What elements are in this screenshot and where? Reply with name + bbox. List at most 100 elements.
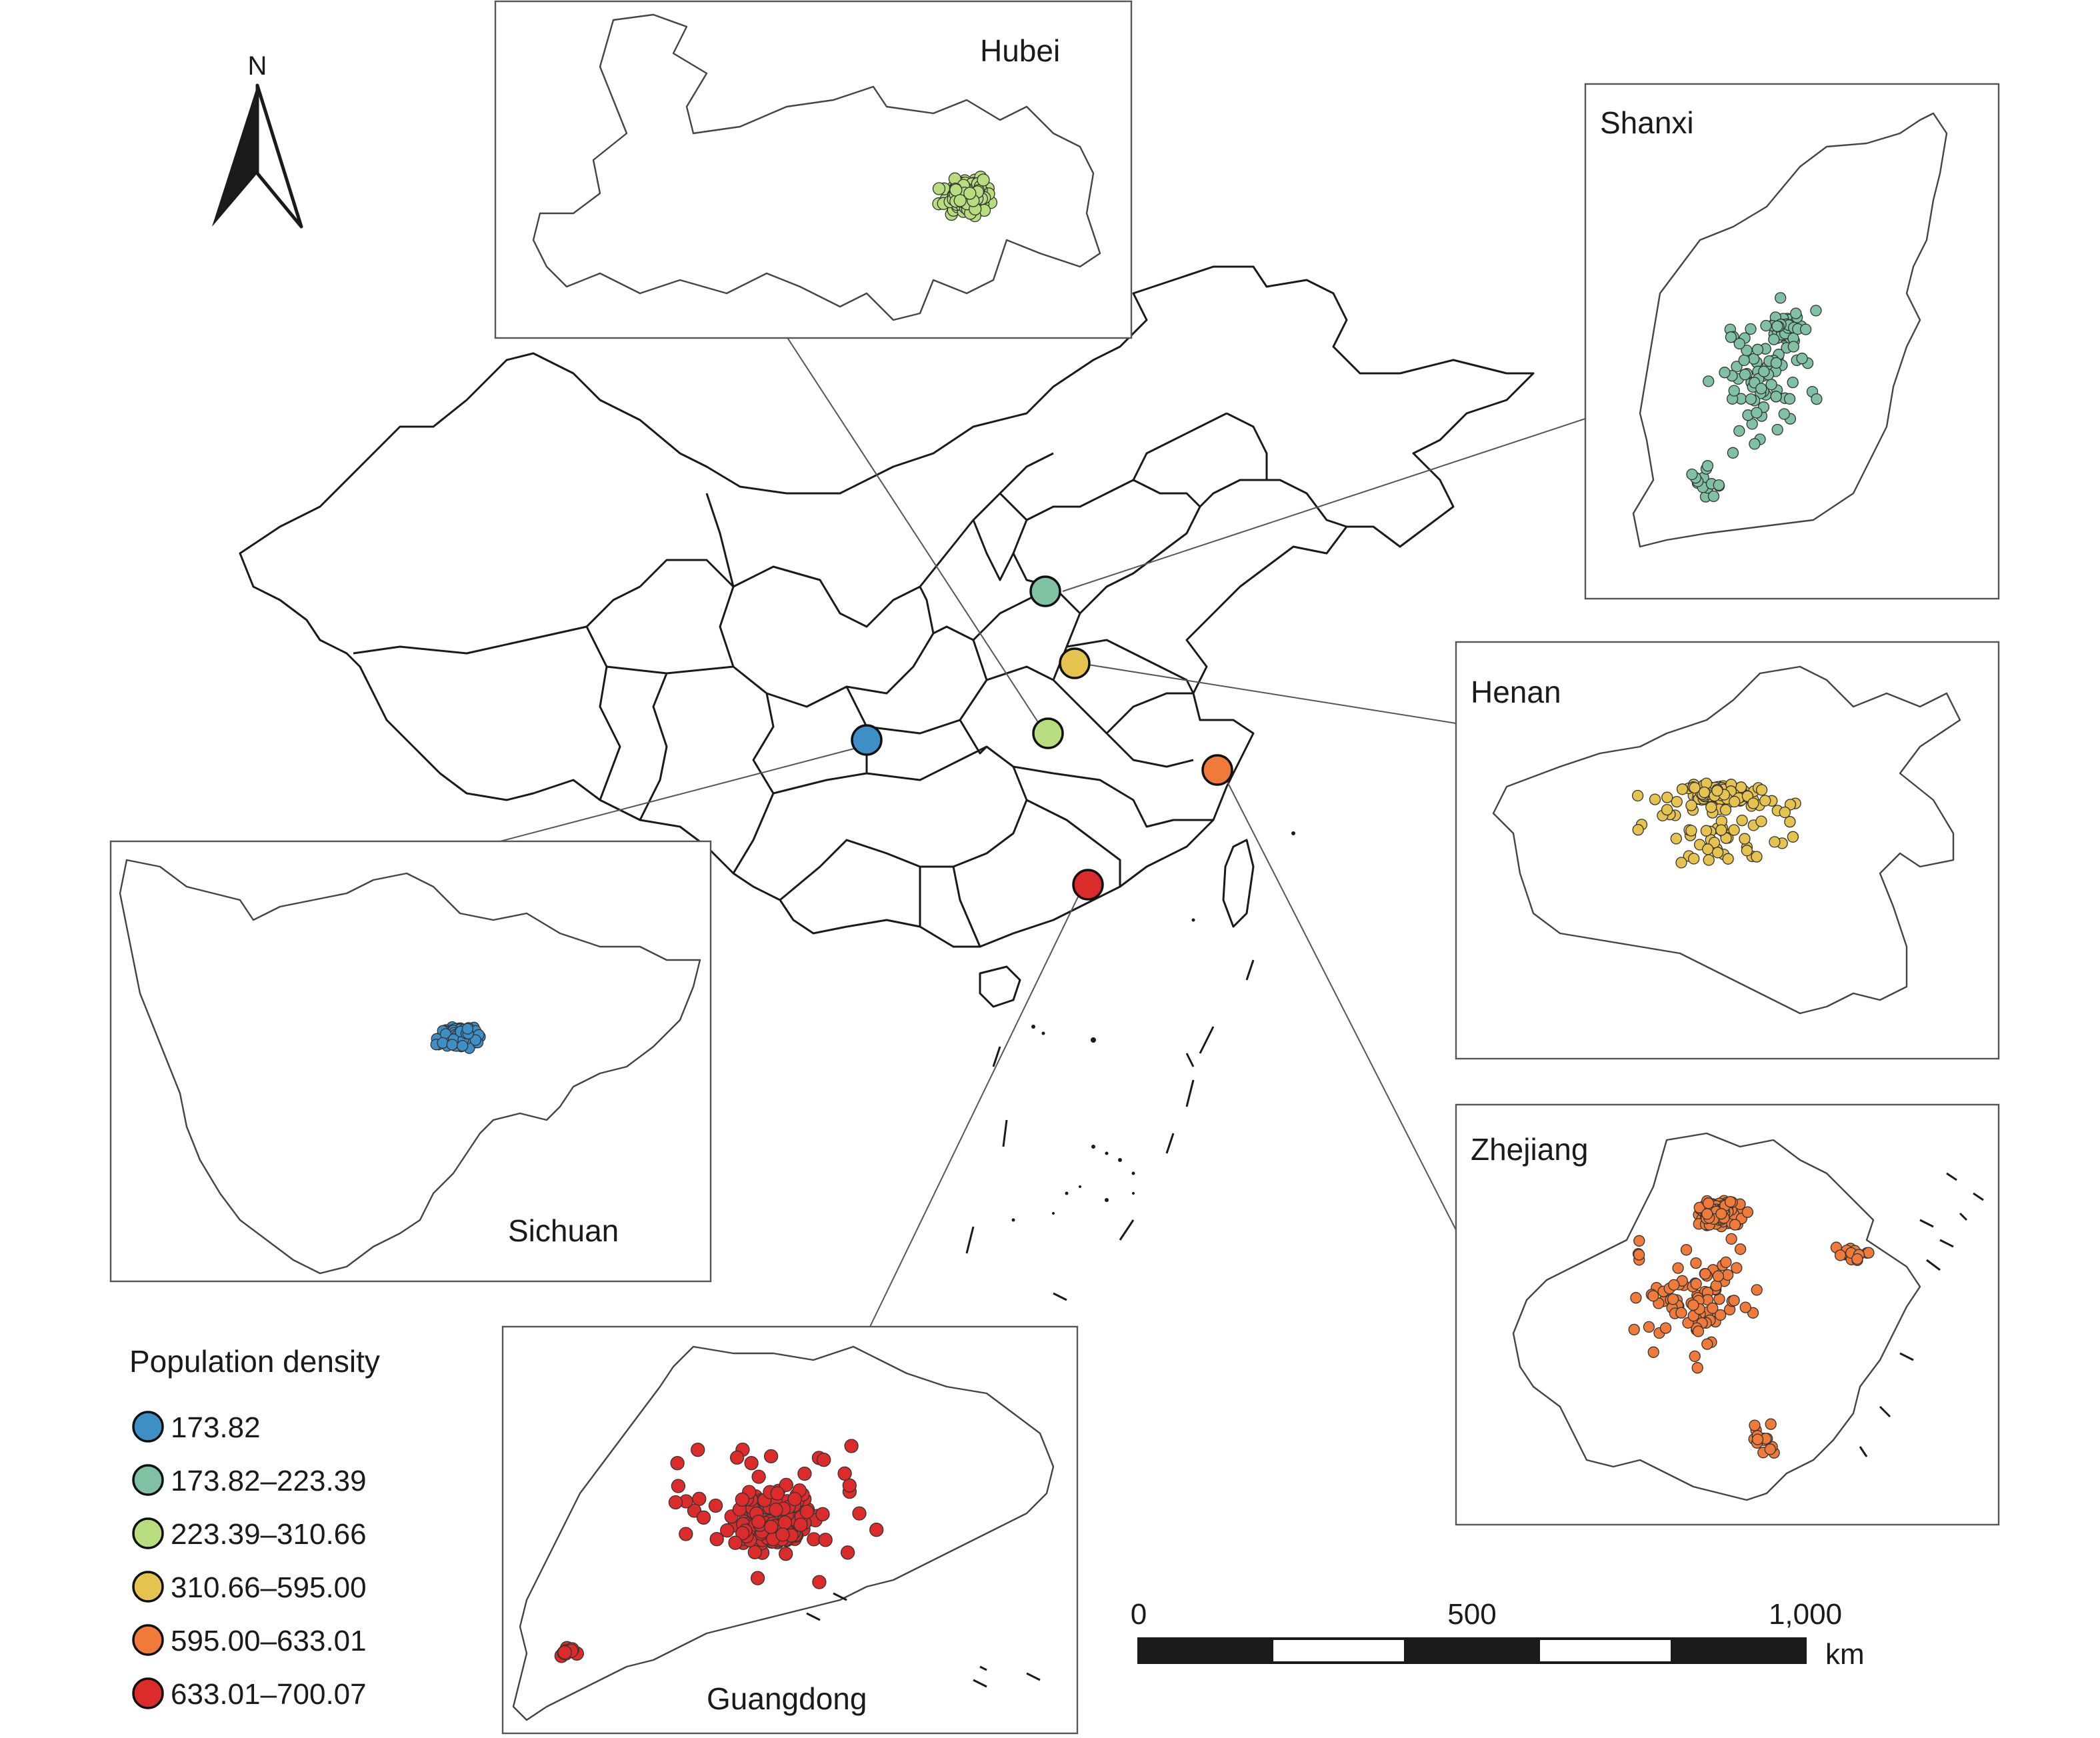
sample-point <box>1685 825 1697 837</box>
sample-point <box>1710 1279 1722 1292</box>
sample-point <box>1715 1309 1727 1321</box>
sample-point <box>557 1645 572 1660</box>
sample-point <box>1719 804 1732 816</box>
sample-point <box>1722 853 1734 865</box>
sample-point <box>1675 857 1687 869</box>
sample-point <box>1787 341 1799 353</box>
sample-point <box>1725 1233 1737 1245</box>
china-outline <box>239 265 1535 948</box>
marker-hubei <box>1032 717 1064 749</box>
sample-point <box>668 1495 683 1510</box>
sample-point <box>1647 1290 1659 1302</box>
legend-swatch <box>132 1677 164 1709</box>
sample-point <box>1790 307 1802 319</box>
sample-point <box>1715 824 1727 836</box>
sample-point <box>1661 791 1673 803</box>
sample-point <box>840 1545 855 1560</box>
sample-point <box>1632 824 1644 836</box>
sample-point <box>1760 319 1772 332</box>
inset-sichuan: Sichuan <box>109 840 712 1283</box>
sample-point <box>1668 1279 1680 1291</box>
legend-item: 173.82 <box>132 1411 261 1444</box>
sample-point <box>1751 1284 1763 1296</box>
scale-unit: km <box>1825 1638 1865 1671</box>
sichuan-outline <box>119 859 701 1275</box>
sample-point <box>764 1519 779 1534</box>
sample-point <box>1783 393 1796 405</box>
sample-point <box>1749 1419 1761 1431</box>
sample-point <box>1764 1443 1776 1455</box>
sample-point <box>812 1575 827 1589</box>
sample-point <box>1711 785 1723 797</box>
scale-tick-label: 1,000 <box>1769 1598 1842 1631</box>
sample-point <box>461 1023 474 1035</box>
north-arrow-right-half <box>255 83 303 229</box>
sample-point <box>1751 851 1763 863</box>
sample-point <box>1720 1256 1732 1269</box>
hubei-points <box>932 171 998 223</box>
sample-point <box>728 1535 743 1550</box>
sample-point <box>1685 799 1697 811</box>
sample-point <box>1739 369 1751 381</box>
guangdong-points <box>554 1439 884 1663</box>
sample-point <box>670 1456 685 1471</box>
sample-point <box>953 194 967 207</box>
island-specks <box>1011 831 1295 1222</box>
sample-point <box>1811 393 1823 405</box>
sample-point <box>1649 793 1661 805</box>
sample-point <box>1700 825 1713 837</box>
sample-point <box>1712 1270 1724 1282</box>
sample-point <box>777 1515 793 1530</box>
legend-item: 223.39–310.66 <box>132 1517 367 1551</box>
sample-point <box>817 1453 831 1467</box>
sample-point <box>1770 391 1782 403</box>
sample-point <box>1672 1262 1684 1274</box>
sample-point <box>735 1492 749 1507</box>
sample-point <box>799 1504 815 1519</box>
sample-point <box>1755 784 1768 796</box>
sample-point <box>787 1491 802 1507</box>
sample-point <box>1745 393 1757 405</box>
sample-point <box>1725 331 1737 343</box>
sample-point <box>1796 353 1808 365</box>
sample-point <box>1736 814 1748 827</box>
sample-point <box>1633 1235 1645 1247</box>
sample-point <box>1701 1338 1713 1350</box>
sample-point <box>837 1466 852 1481</box>
sample-point <box>1733 425 1745 437</box>
inset-label-sichuan: Sichuan <box>508 1213 619 1248</box>
marker-zhejiang <box>1201 754 1233 786</box>
sample-point <box>1691 1362 1703 1374</box>
sample-point <box>679 1527 693 1541</box>
sample-point <box>779 1477 793 1493</box>
sample-point <box>1787 831 1799 843</box>
sample-point <box>1729 795 1741 808</box>
inset-henan: Henan <box>1455 641 2000 1060</box>
sample-point <box>1747 797 1759 809</box>
marker-henan <box>1059 647 1091 679</box>
legend-item: 633.01–700.07 <box>132 1677 367 1711</box>
province-boundaries <box>353 412 1347 947</box>
sample-point <box>1689 781 1701 794</box>
sample-point <box>457 1040 469 1052</box>
sample-point <box>852 1506 867 1521</box>
sample-point <box>1765 379 1777 391</box>
sample-point <box>1751 407 1763 419</box>
sichuan-points <box>430 1021 486 1054</box>
sample-point <box>1659 1322 1672 1334</box>
inset-label-shanxi: Shanxi <box>1600 105 1694 140</box>
sample-point <box>1715 1208 1727 1220</box>
legend-item: 173.82–223.39 <box>132 1464 367 1497</box>
sample-point <box>1676 783 1689 795</box>
marker-shanxi <box>1029 575 1061 607</box>
sample-point <box>1834 1249 1847 1261</box>
sample-point <box>1787 376 1799 389</box>
sample-point <box>1728 824 1740 836</box>
sample-point <box>1707 1302 1719 1314</box>
sample-point <box>1680 1244 1693 1256</box>
sample-point <box>1738 354 1750 367</box>
legend-item: 595.00–633.01 <box>132 1624 367 1657</box>
legend-label: 633.01–700.07 <box>171 1678 367 1711</box>
sample-point <box>691 1443 705 1457</box>
